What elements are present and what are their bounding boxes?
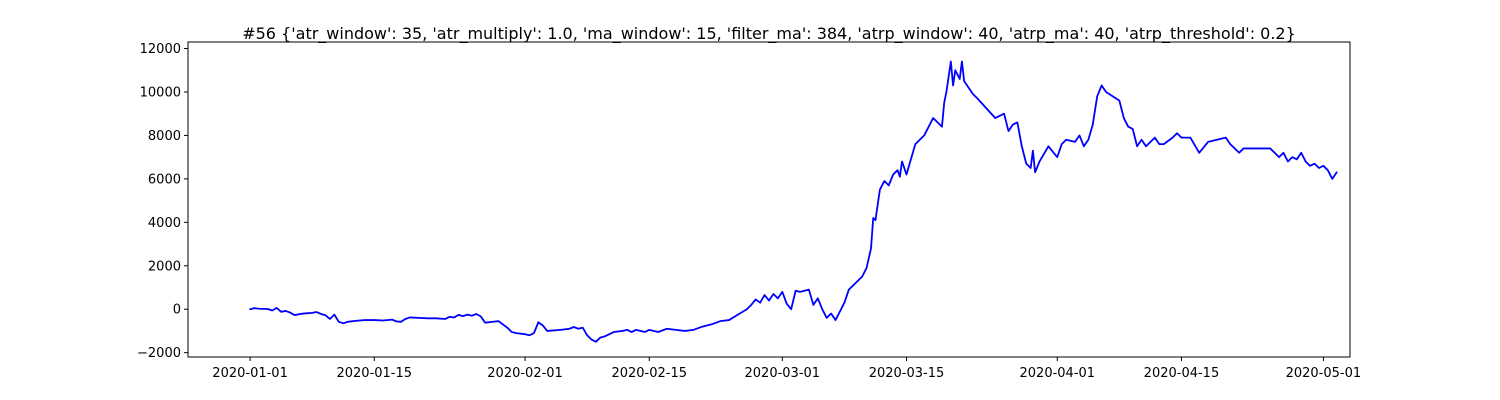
axes-frame	[187, 41, 1351, 358]
y-tick-label: 4000	[148, 216, 181, 231]
x-tick-label: 2020-03-15	[869, 366, 945, 381]
x-tick-label: 2020-04-01	[1020, 366, 1096, 381]
x-tick-label: 2020-01-15	[336, 366, 412, 381]
y-tick-label: 0	[173, 303, 181, 318]
x-tick-label: 2020-02-15	[611, 366, 687, 381]
x-axis: 2020-01-01 2020-01-15 2020-02-01 2020-02-15…	[212, 357, 1361, 381]
y-tick-label: 8000	[148, 129, 181, 144]
chart-title: #56 {'atr_window': 35, 'atr_multiply': 1…	[242, 24, 1296, 44]
x-tick-label: 2020-05-01	[1286, 366, 1362, 381]
x-tick-label: 2020-02-01	[487, 366, 563, 381]
y-tick-label: −2000	[137, 346, 181, 361]
x-tick-label: 2020-01-01	[212, 366, 288, 381]
y-tick-label: 2000	[148, 259, 181, 274]
y-axis: −2000 0 2000 4000 6000 8000 10000 12000	[137, 42, 188, 361]
x-tick-label: 2020-03-01	[745, 366, 821, 381]
y-tick-label: 6000	[148, 172, 181, 187]
x-tick-label: 2020-04-15	[1144, 366, 1220, 381]
y-tick-label: 12000	[140, 42, 181, 57]
y-tick-label: 10000	[140, 85, 181, 100]
plot-area	[249, 60, 1338, 343]
series-line-1	[249, 60, 1338, 343]
